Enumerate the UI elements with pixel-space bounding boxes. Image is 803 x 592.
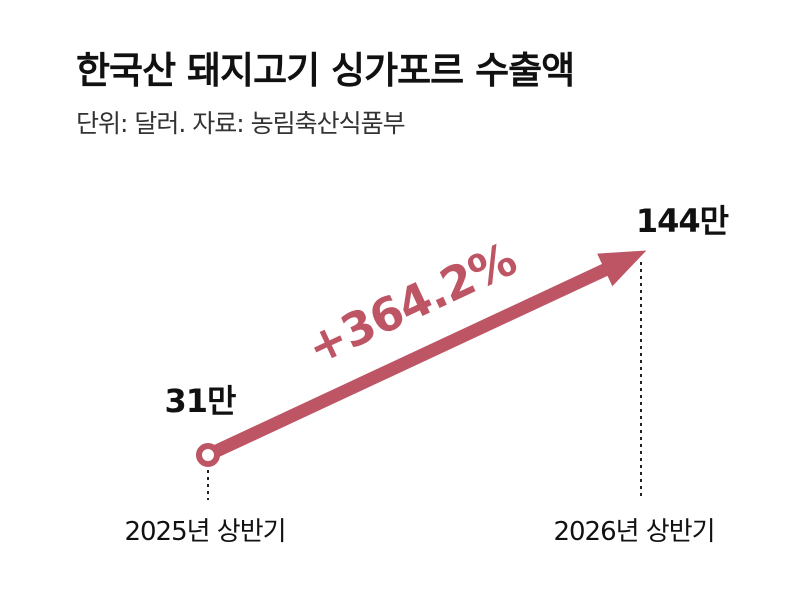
data-label-2025: 31만 bbox=[165, 382, 237, 420]
data-label-2026: 144만 bbox=[636, 202, 729, 240]
chart-title: 한국산 돼지고기 싱가포르 수출액 bbox=[76, 49, 575, 92]
x-tick-label-2025: 2025년 상반기 bbox=[124, 517, 285, 547]
data-point-2025 bbox=[196, 443, 220, 467]
chart-subtitle: 단위: 달러. 자료: 농림축산식품부 bbox=[76, 109, 406, 138]
arrow-head bbox=[597, 250, 647, 287]
series-line bbox=[214, 263, 610, 457]
x-tick-label-2026: 2026년 상반기 bbox=[553, 517, 714, 547]
